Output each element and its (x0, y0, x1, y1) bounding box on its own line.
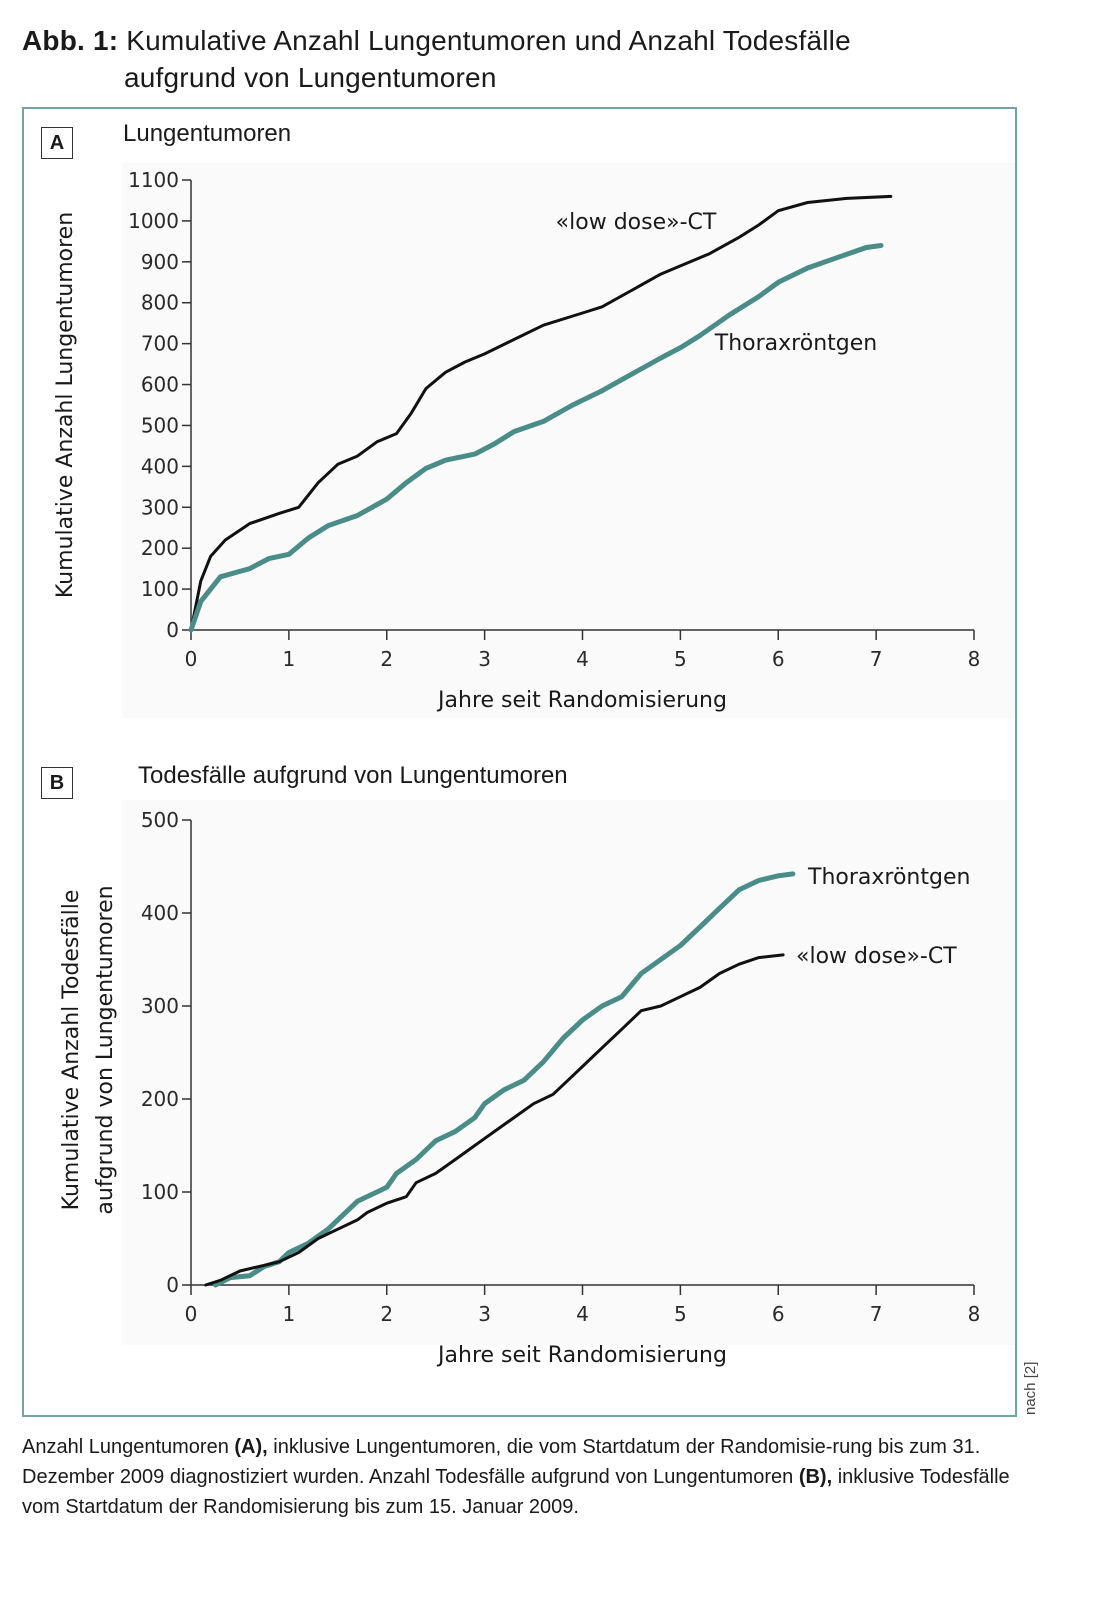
panel-b-x-axis-title: Jahre seit Randomisierung (436, 1343, 727, 1368)
panel-a-series-line-thoraxroentgen (188, 243, 884, 633)
caption-text-1: Anzahl Lungentumoren (22, 1436, 235, 1458)
panel-b-y-tick-label: 0 (166, 1273, 179, 1297)
panel-a-x-tick-label: 2 (380, 647, 393, 671)
panel-b-y-tick-label: 500 (141, 808, 179, 832)
panel-a-plot-background (122, 163, 1015, 718)
source-note: nach [2] (1022, 1361, 1039, 1415)
panel-a-x-tick-label: 6 (772, 647, 785, 671)
panel-b-x-tick-label: 8 (968, 1302, 981, 1326)
figure-title-line1: Kumulative Anzahl Lungentumoren und Anza… (126, 25, 851, 56)
panel-a-x-tick-label: 3 (478, 647, 491, 671)
panel-a-y-tick-label: 700 (141, 332, 179, 356)
panel-a-y-tick-label: 0 (166, 618, 179, 642)
panel-b-title: Todesfälle aufgrund von Lungentumoren (138, 762, 568, 789)
panel-b-y-tick-label: 200 (141, 1087, 179, 1111)
panel-a-y-tick-label: 100 (141, 577, 179, 601)
caption-bold-a: (A), (234, 1436, 268, 1458)
panel-b-x-tick-label: 7 (870, 1302, 883, 1326)
caption-text-3: inklusive Todesfälle vom Startdatum der … (22, 1466, 1010, 1518)
panel-b-y-axis-title-line1: Kumulative Anzahl Todesfälle (59, 890, 84, 1211)
panel-b-x-tick-label: 0 (185, 1302, 198, 1326)
caption-text-2: inklusive Lungentumoren, die vom Startda… (22, 1436, 981, 1488)
panel-b-y-tick-label: 100 (141, 1180, 179, 1204)
panel-b-y-axis-title-line2: aufgrund von Lungentumoren (93, 885, 118, 1214)
panel-a-series-line-low-dose-ct (189, 194, 893, 632)
panel-a-y-axis-title: Kumulative Anzahl Lungentumoren (53, 212, 78, 598)
panel-a-y-tick-label: 800 (141, 291, 179, 315)
panel-b-plot-background (122, 800, 1015, 1345)
panel-a-series-label-low-dose-ct: «low dose»-CT (556, 210, 717, 235)
panel-b-y-tick-label: 300 (141, 994, 179, 1018)
panel-a-y-tick-label: 1000 (128, 209, 179, 233)
figure-label: Abb. 1: (22, 25, 119, 56)
panel-b-series-label-thoraxroentgen: Thoraxröntgen (807, 865, 970, 890)
panel-b-x-tick-label: 2 (380, 1302, 393, 1326)
panel-a-y-tick-label: 1100 (128, 168, 179, 192)
panel-b-series-line-thoraxroentgen (213, 871, 796, 1288)
panel-a-x-tick-label: 7 (870, 647, 883, 671)
figure-caption: Anzahl Lungentumoren (A), inklusive Lung… (22, 1432, 1012, 1522)
panel-b-y-tick-label: 400 (141, 901, 179, 925)
panel-a-series-label-thoraxroentgen: Thoraxröntgen (714, 331, 877, 356)
panel-b-x-tick-label: 4 (576, 1302, 589, 1326)
panel-a-x-axis-title: Jahre seit Randomisierung (436, 688, 727, 713)
panel-b-series-line-low-dose-ct (204, 953, 785, 1287)
panel-a-x-tick-label: 1 (283, 647, 296, 671)
panel-b-x-tick-label: 5 (674, 1302, 687, 1326)
figure-frame (22, 107, 1017, 1417)
panel-a-title: Lungentumoren (123, 120, 292, 147)
panel-a-y-tick-label: 300 (141, 495, 179, 519)
panel-a-badge: A (41, 127, 73, 159)
panel-a-x-tick-label: 0 (185, 647, 198, 671)
panel-a-x-tick-label: 8 (968, 647, 981, 671)
panel-a-y-tick-label: 500 (141, 413, 179, 437)
panel-b-badge: B (41, 767, 73, 799)
panel-a-x-tick-label: 5 (674, 647, 687, 671)
panel-b-x-tick-label: 1 (283, 1302, 296, 1326)
figure-title: Abb. 1: Kumulative Anzahl Lungentumoren … (22, 22, 851, 96)
panel-a-x-tick-label: 4 (576, 647, 589, 671)
panel-a-y-tick-label: 900 (141, 250, 179, 274)
panel-b-x-tick-label: 3 (478, 1302, 491, 1326)
panel-b-x-tick-label: 6 (772, 1302, 785, 1326)
panel-a-y-tick-label: 400 (141, 454, 179, 478)
panel-b-series-label-low-dose-ct: «low dose»-CT (796, 944, 957, 969)
caption-bold-b: (B), (798, 1466, 833, 1488)
panel-a-y-tick-label: 600 (141, 373, 179, 397)
figure-title-line2: aufgrund von Lungentumoren (124, 62, 497, 93)
panel-a-y-tick-label: 200 (141, 536, 179, 560)
